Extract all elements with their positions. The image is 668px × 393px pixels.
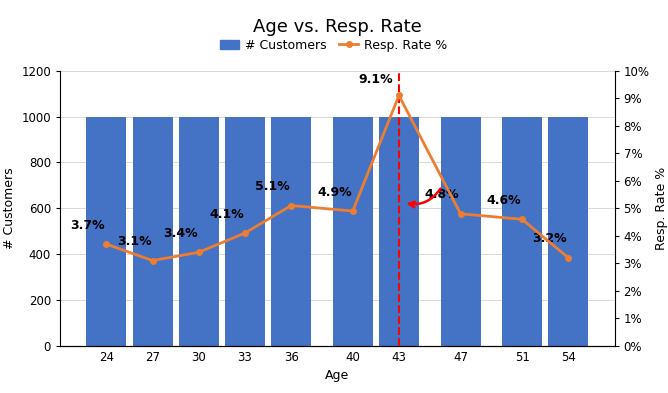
Bar — [440, 117, 480, 346]
Bar — [333, 117, 373, 346]
Y-axis label: # Customers: # Customers — [3, 167, 16, 249]
Bar — [179, 117, 218, 346]
Resp. Rate % — [349, 209, 357, 213]
Bar — [271, 117, 311, 346]
Bar — [225, 117, 265, 346]
Resp. Rate % — [241, 231, 249, 235]
Resp. Rate % — [395, 93, 403, 98]
Text: 3.2%: 3.2% — [532, 232, 567, 245]
Bar — [379, 117, 419, 346]
Text: 4.9%: 4.9% — [317, 185, 351, 198]
Text: 3.7%: 3.7% — [71, 219, 105, 231]
Bar — [86, 117, 126, 346]
Resp. Rate % — [102, 242, 110, 246]
Resp. Rate % — [456, 211, 464, 216]
Text: 4.1%: 4.1% — [209, 208, 244, 220]
Text: 5.1%: 5.1% — [255, 180, 290, 193]
Resp. Rate % — [518, 217, 526, 222]
Text: 4.8%: 4.8% — [425, 188, 460, 201]
Text: 3.4%: 3.4% — [163, 227, 198, 240]
Resp. Rate % — [148, 258, 156, 263]
Line: Resp. Rate %: Resp. Rate % — [104, 93, 571, 263]
Bar — [548, 117, 589, 346]
Text: 9.1%: 9.1% — [359, 73, 393, 86]
Bar — [132, 117, 172, 346]
Y-axis label: Resp. Rate %: Resp. Rate % — [655, 167, 668, 250]
Legend: # Customers, Resp. Rate %: # Customers, Resp. Rate % — [215, 34, 453, 57]
Title: Age vs. Resp. Rate: Age vs. Resp. Rate — [253, 18, 422, 36]
X-axis label: Age: Age — [325, 369, 349, 382]
Resp. Rate % — [564, 255, 572, 260]
Resp. Rate % — [195, 250, 203, 255]
Resp. Rate % — [287, 203, 295, 208]
Text: 4.6%: 4.6% — [486, 194, 521, 207]
Bar — [502, 117, 542, 346]
Text: 3.1%: 3.1% — [117, 235, 152, 248]
